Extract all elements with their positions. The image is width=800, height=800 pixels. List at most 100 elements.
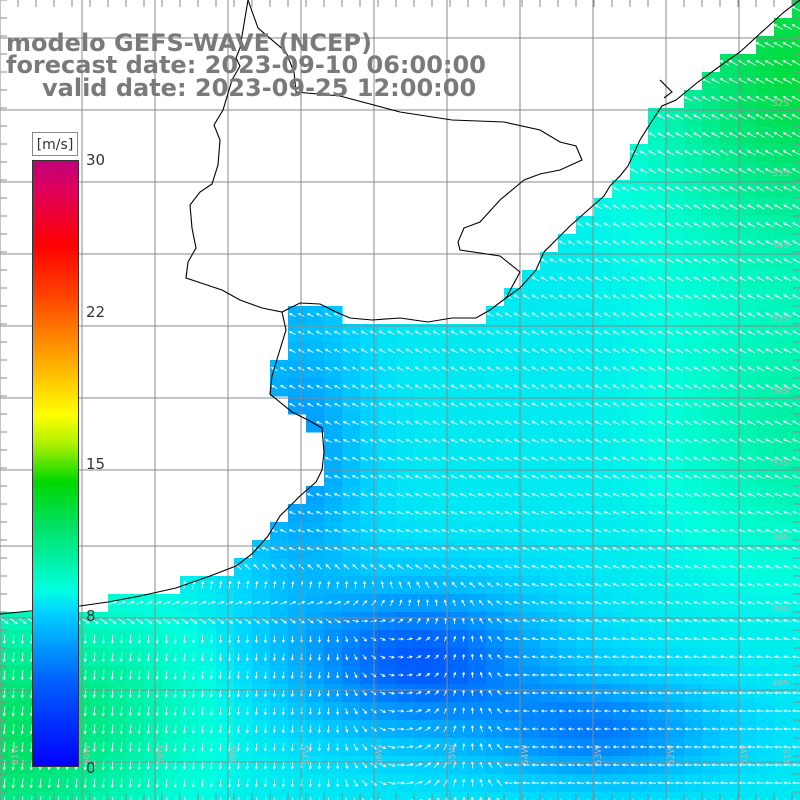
wind-speed-cell — [396, 540, 415, 559]
wind-speed-cell — [648, 792, 667, 800]
wind-speed-cell — [144, 684, 163, 703]
wind-speed-cell — [756, 90, 775, 109]
wind-speed-cell — [378, 396, 397, 415]
wind-speed-cell — [648, 630, 667, 649]
wind-speed-cell — [720, 342, 739, 361]
wind-speed-cell — [738, 126, 757, 145]
wind-speed-cell — [468, 432, 487, 451]
wind-speed-cell — [504, 522, 523, 541]
wind-speed-cell — [684, 342, 703, 361]
wind-speed-cell — [612, 270, 631, 289]
wind-speed-cell — [612, 738, 631, 757]
wind-speed-cell — [468, 522, 487, 541]
wind-speed-cell — [288, 648, 307, 667]
wind-speed-cell — [486, 342, 505, 361]
wind-speed-cell — [684, 450, 703, 469]
wind-speed-cell — [738, 684, 757, 703]
wind-speed-cell — [558, 342, 577, 361]
wind-speed-cell — [306, 414, 325, 433]
wind-speed-cell — [684, 468, 703, 487]
wind-speed-cell — [198, 720, 217, 739]
wind-speed-cell — [576, 792, 595, 800]
latitude-label: 35S — [772, 315, 789, 325]
wind-speed-cell — [612, 486, 631, 505]
wind-speed-cell — [450, 612, 469, 631]
wind-speed-cell — [792, 432, 800, 451]
wind-speed-cell — [306, 702, 325, 721]
wind-speed-cell — [774, 18, 793, 37]
wind-speed-cell — [432, 522, 451, 541]
wind-speed-cell — [198, 612, 217, 631]
wind-speed-cell — [666, 558, 685, 577]
wind-speed-cell — [612, 432, 631, 451]
wind-speed-cell — [558, 522, 577, 541]
wind-speed-cell — [180, 756, 199, 775]
wind-speed-cell — [558, 612, 577, 631]
latitude-labels: 32S 33S 34S 35S 36S 37S 38S 39S 40S — [772, 99, 789, 689]
wind-speed-cell — [288, 666, 307, 685]
wind-speed-cell — [702, 360, 721, 379]
wind-speed-cell — [288, 630, 307, 649]
wind-speed-cell — [324, 504, 343, 523]
wind-speed-cell — [522, 594, 541, 613]
wind-speed-cell — [738, 576, 757, 595]
wind-speed-cell — [774, 126, 793, 145]
wind-speed-cell — [612, 342, 631, 361]
wind-speed-cell — [630, 522, 649, 541]
wind-speed-cell — [792, 126, 800, 145]
wind-speed-cell — [702, 342, 721, 361]
wind-speed-cell — [792, 162, 800, 181]
wind-speed-cell — [792, 90, 800, 109]
wind-speed-cell — [666, 792, 685, 800]
wind-speed-cell — [504, 594, 523, 613]
wind-speed-cell — [756, 270, 775, 289]
wind-speed-cell — [360, 666, 379, 685]
wind-speed-cell — [270, 378, 289, 397]
wind-speed-cell — [414, 594, 433, 613]
wind-speed-cell — [558, 324, 577, 343]
wind-speed-cell — [774, 486, 793, 505]
wind-speed-cell — [450, 666, 469, 685]
wind-speed-cell — [360, 702, 379, 721]
wind-speed-cell — [756, 108, 775, 127]
wind-speed-cell — [162, 720, 181, 739]
wind-speed-cell — [630, 270, 649, 289]
wind-speed-cell — [702, 648, 721, 667]
wind-speed-cell — [180, 792, 199, 800]
wind-speed-cell — [774, 702, 793, 721]
wind-speed-cell — [594, 450, 613, 469]
wind-speed-cell — [576, 612, 595, 631]
wind-speed-cell — [522, 702, 541, 721]
wind-speed-cell — [648, 504, 667, 523]
wind-speed-cell — [612, 720, 631, 739]
wind-speed-cell — [558, 648, 577, 667]
wind-speed-cell — [594, 342, 613, 361]
wind-speed-cell — [126, 792, 145, 800]
wind-speed-cell — [324, 306, 343, 325]
colorbar-unit-label: [m/s] — [32, 132, 78, 156]
wind-speed-cell — [684, 234, 703, 253]
wind-speed-cell — [504, 468, 523, 487]
wind-speed-cell — [666, 288, 685, 307]
wind-speed-cell — [108, 648, 127, 667]
wind-speed-cell — [738, 666, 757, 685]
wind-speed-cell — [774, 108, 793, 127]
wind-speed-cell — [666, 306, 685, 325]
wind-speed-cell — [612, 468, 631, 487]
wind-speed-cell — [90, 720, 109, 739]
wind-speed-cell — [162, 774, 181, 793]
wind-speed-cell — [306, 792, 325, 800]
wind-speed-cell — [504, 558, 523, 577]
wind-speed-cell — [792, 180, 800, 199]
wind-speed-cell — [612, 702, 631, 721]
wind-speed-cell — [468, 324, 487, 343]
wind-speed-cell — [414, 612, 433, 631]
wind-speed-cell — [396, 432, 415, 451]
wind-speed-cell — [540, 522, 559, 541]
wind-speed-cell — [396, 360, 415, 379]
wind-speed-cell — [720, 432, 739, 451]
wind-speed-cell — [576, 450, 595, 469]
wind-speed-cell — [594, 270, 613, 289]
wind-speed-cell — [792, 522, 800, 541]
